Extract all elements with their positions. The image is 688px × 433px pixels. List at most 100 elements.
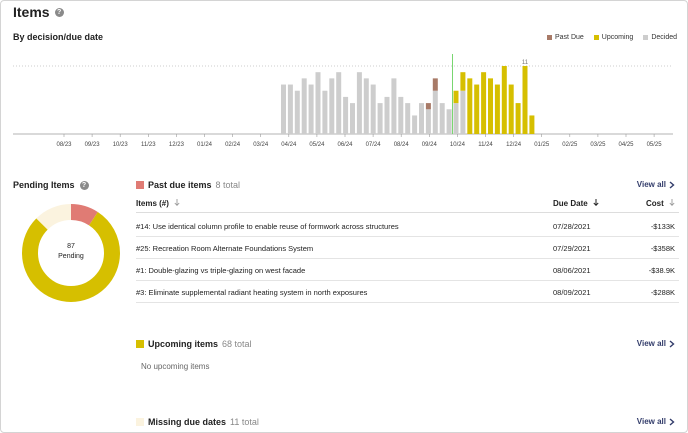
bar-decided (315, 72, 321, 134)
row-item[interactable]: #14: Use identical column profile to ena… (136, 222, 399, 231)
row-due-date: 08/09/2021 (553, 288, 591, 297)
x-tick-label: 09/24 (422, 142, 438, 148)
sort-arrow-down-icon (593, 199, 599, 207)
sort-arrow-icon (174, 199, 180, 206)
pending-items-title-text: Pending Items (13, 180, 75, 190)
donut-center-text: 87 Pending (21, 242, 121, 262)
upcoming-view-all-link[interactable]: View all (637, 339, 675, 348)
missing-count: 11 total (230, 417, 259, 427)
page-title: Items ? (13, 4, 64, 20)
x-tick-label: 01/25 (534, 142, 550, 148)
bar-decided (322, 90, 328, 134)
past-due-title: Past due items (148, 180, 212, 190)
bar-decided (391, 78, 397, 134)
bar-decided (446, 109, 452, 134)
past-due-table-header: Items (#) Due Date Cost (136, 197, 679, 213)
help-icon[interactable]: ? (54, 7, 64, 17)
chevron-right-icon (669, 417, 675, 426)
table-row[interactable]: #14: Use identical column profile to ena… (136, 215, 679, 237)
x-tick-label: 09/23 (85, 142, 101, 148)
pending-help-icon[interactable]: ? (79, 180, 89, 190)
x-tick-label: 12/24 (506, 142, 522, 148)
bar-upcoming (474, 84, 480, 134)
pending-items-title: Pending Items ? (13, 180, 89, 190)
donut-slice-missing (22, 204, 120, 302)
bar-upcoming (481, 72, 487, 134)
row-due-date: 07/29/2021 (553, 244, 591, 253)
table-row[interactable]: #25: Recreation Room Alternate Foundatio… (136, 237, 679, 259)
upcoming-title: Upcoming items (148, 339, 219, 349)
legend-label-upcoming: Upcoming (601, 34, 634, 41)
x-tick-label: 07/24 (366, 142, 382, 148)
upcoming-swatch (136, 340, 144, 348)
missing-title: Missing due dates (148, 417, 227, 427)
column-header-item[interactable]: Items (#) (136, 199, 180, 208)
row-item[interactable]: #3: Eliminate supplemental radiant heati… (136, 288, 368, 297)
column-header-cost[interactable]: Cost (646, 199, 675, 208)
missing-swatch (136, 418, 144, 426)
bar-decided (281, 84, 286, 134)
chevron-right-icon (669, 339, 675, 348)
x-tick-label: 10/24 (450, 142, 466, 148)
bar-upcoming (488, 78, 493, 134)
table-row[interactable]: #3: Eliminate supplemental radiant heati… (136, 281, 679, 303)
decision-date-chart: 08/23 09/23 10/23 11/23 12/23 01/24 02/24 03/24… (13, 54, 673, 148)
row-cost: -$288K (650, 288, 675, 297)
bar-decided (405, 103, 411, 134)
bar-decided (425, 109, 431, 134)
bar-upcoming (529, 115, 535, 134)
bar-upcoming (460, 72, 466, 91)
bar-decided (287, 84, 293, 134)
column-header-due-date[interactable]: Due Date (553, 199, 599, 208)
row-cost: -$38.9K (648, 266, 675, 275)
bar-upcoming (501, 66, 507, 134)
x-tick-label: 05/25 (647, 142, 663, 148)
pending-total: 87 (67, 243, 75, 250)
missing-header: Missing due dates 11 total (136, 417, 259, 427)
table-row[interactable]: #1: Double-glazing vs triple-glazing on … (136, 259, 679, 281)
legend-swatch-upcoming (593, 35, 599, 40)
row-item[interactable]: #25: Recreation Room Alternate Foundatio… (136, 244, 314, 253)
bar-decided (336, 72, 342, 134)
x-tick-label: 12/23 (169, 142, 185, 148)
missing-view-all-link[interactable]: View all (637, 417, 675, 426)
bar-upcoming (522, 66, 528, 134)
row-due-date: 08/06/2021 (553, 266, 591, 275)
x-tick-label: 02/24 (225, 142, 241, 148)
bar-decided (412, 115, 418, 134)
chart-legend: Past Due Upcoming Decided (547, 34, 677, 41)
bar-decided (329, 78, 335, 134)
bar-decided (398, 96, 404, 134)
row-cost: -$358K (650, 244, 675, 253)
past-due-header: Past due items 8 total (136, 180, 240, 190)
bar-decided (301, 78, 307, 134)
x-tick-label: 04/25 (618, 142, 634, 148)
bar-decided (453, 103, 459, 134)
row-due-date: 07/28/2021 (553, 222, 591, 231)
bar-decided (356, 72, 362, 134)
past-due-swatch (136, 181, 144, 189)
bar-decided (377, 103, 383, 134)
chevron-right-icon (669, 180, 675, 189)
missing-view-all-label: View all (636, 417, 666, 426)
past-due-view-all-link[interactable]: View all (637, 180, 675, 189)
upcoming-header: Upcoming items 68 total (136, 339, 252, 349)
x-tick-label: 08/23 (56, 142, 72, 148)
bar-decided (419, 103, 424, 134)
bar-decided (460, 90, 466, 134)
legend-item-upcoming: Upcoming (593, 34, 634, 41)
peak-value-label: 11 (522, 60, 529, 66)
column-header-item-label: Items (#) (136, 199, 169, 208)
row-item[interactable]: #1: Double-glazing vs triple-glazing on … (136, 266, 306, 275)
bar-decided (343, 96, 349, 134)
x-tick-label: 03/25 (590, 142, 606, 148)
bar-decided (432, 90, 438, 134)
x-tick-label: 06/24 (337, 142, 353, 148)
bar-upcoming (508, 84, 514, 134)
x-tick-label: 04/24 (281, 142, 297, 148)
bar-upcoming (467, 78, 473, 134)
upcoming-view-all-label: View all (636, 339, 666, 348)
bar-decided (294, 90, 300, 134)
bar-decided (308, 84, 314, 134)
